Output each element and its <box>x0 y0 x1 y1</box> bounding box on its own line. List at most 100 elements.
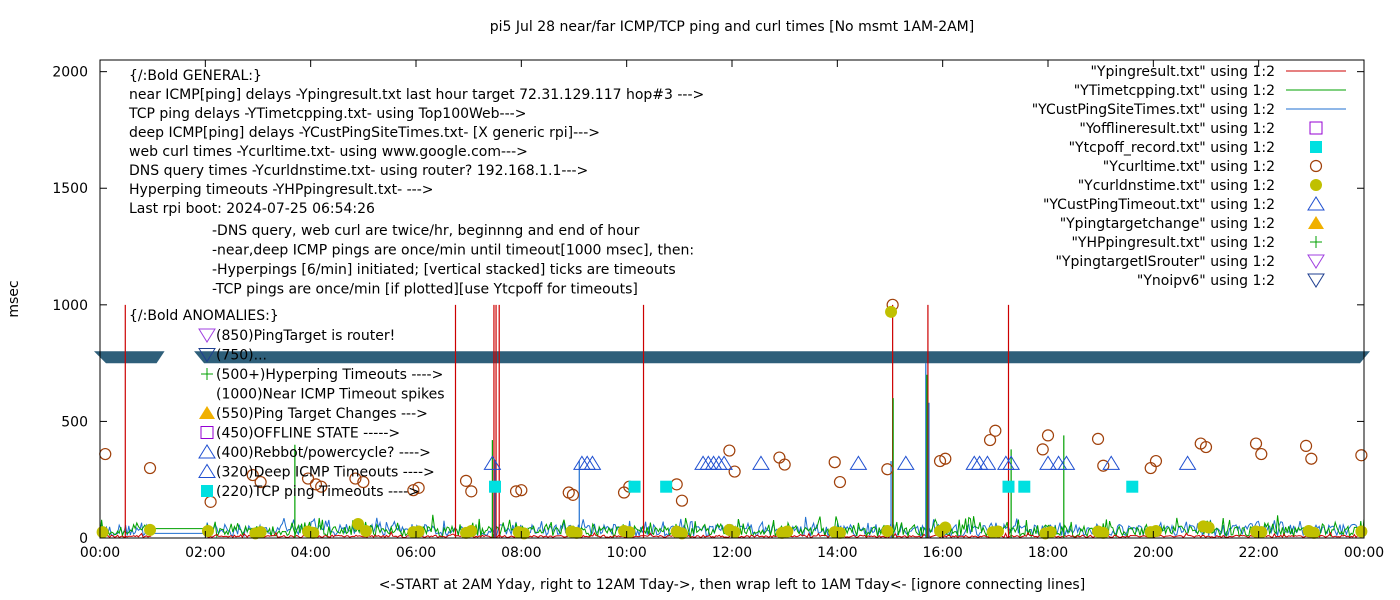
deep-timeout-point <box>709 455 728 470</box>
legend-marker <box>1310 141 1322 153</box>
curltime-point <box>1199 440 1213 454</box>
annotation-line: Hyperping timeouts -YHPpingresult.txt- -… <box>129 182 434 198</box>
curltime-point <box>778 458 791 471</box>
curltime-point <box>723 444 736 457</box>
curltime-point <box>309 478 323 491</box>
tcp-timeout-point <box>628 480 641 493</box>
anomaly-label: (750)... <box>216 348 267 364</box>
legend-label: "YCustPingSiteTimes.txt" using 1:2 <box>1032 102 1275 118</box>
deep-timeout-point <box>573 455 591 470</box>
dnstime-point <box>1202 521 1215 534</box>
deep-timeout-point <box>483 455 502 470</box>
x-tick-label: 20:00 <box>1133 545 1173 561</box>
x-axis-label: <-START at 2AM Yday, right to 12AM Tday-… <box>379 577 1085 593</box>
x-tick-label: 08:00 <box>501 545 541 561</box>
dnstime-point <box>1044 526 1057 539</box>
note-line: -near,deep ICMP pings are once/min until… <box>212 243 694 259</box>
note-line: -TCP pings are once/min [if plotted][use… <box>212 282 638 298</box>
curltime-point <box>828 456 841 469</box>
dnstime-point <box>307 526 320 539</box>
annotation-line: DNS query times -Ycurldnstime.txt- using… <box>129 163 588 179</box>
anomaly-label: (500+)Hyperping Timeouts ----> <box>216 367 443 383</box>
annotation-line: deep ICMP[ping] delays -YCustPingSiteTim… <box>129 125 600 141</box>
curltime-point <box>459 474 473 487</box>
legend-marker <box>1308 216 1324 229</box>
legend-marker <box>1309 159 1323 173</box>
curltime-point <box>1144 461 1157 475</box>
anomaly-label: (1000)Near ICMP Timeout spikes <box>216 387 445 403</box>
curltime-point <box>1149 454 1163 468</box>
deep-timeout-point <box>965 455 984 470</box>
annotation-line: near ICMP[ping] delays -Ypingresult.txt … <box>129 87 704 103</box>
curltime-point <box>509 485 523 498</box>
curltime-point <box>562 486 575 499</box>
deep-timeout-point <box>1002 455 1021 470</box>
legend-label: "Ycurldnstime.txt" using 1:2 <box>1078 178 1275 194</box>
legend-label: "Ytcpoff_record.txt" using 1:2 <box>1069 140 1275 156</box>
deep-timeout-point <box>752 455 770 470</box>
anomaly-marker <box>198 348 216 363</box>
anomaly-marker <box>201 368 213 380</box>
curltime-point <box>1299 439 1313 452</box>
dnstime-point <box>885 305 898 318</box>
deep-timeout-point <box>715 455 733 470</box>
legend-label: "Ycurltime.txt" using 1:2 <box>1103 159 1275 175</box>
curltime-point <box>773 451 786 464</box>
curltime-point <box>983 433 997 447</box>
dnstime-point <box>833 526 846 539</box>
tcp-timeout-point <box>1126 480 1139 493</box>
x-tick-label: 04:00 <box>290 545 330 561</box>
legend-label: "Ynoipv6" using 1:2 <box>1137 273 1275 289</box>
annotation-line: {/:Bold GENERAL:} <box>129 68 262 84</box>
curltime-point <box>1305 452 1318 465</box>
dnstime-point <box>412 525 425 538</box>
anomaly-marker <box>201 485 213 497</box>
dnstime-point <box>144 523 157 536</box>
deep-timeout-point <box>849 455 868 470</box>
dnstime-point <box>465 525 478 538</box>
deep-timeout-point <box>704 455 723 470</box>
deep-timeout-point <box>978 455 997 470</box>
curltime-point <box>728 465 741 478</box>
x-tick-label: 12:00 <box>712 545 752 561</box>
deep-timeout-point <box>1102 455 1121 470</box>
axes-group: 00:00 02:00 04:00 06:00 08:00 10:00 12:00 14:00… <box>52 60 1384 561</box>
anomaly-marker <box>198 444 216 459</box>
deep-timeout-point <box>1178 455 1197 470</box>
y-tick-label: 1000 <box>52 298 88 314</box>
curltime-point <box>254 475 267 489</box>
curltime-point <box>1249 437 1263 450</box>
anomalies-title: {/:Bold ANOMALIES:} <box>129 308 279 324</box>
dnstime-point <box>254 526 267 539</box>
curltime-point <box>939 452 952 465</box>
note-line: -DNS query, web curl are twice/hr, begin… <box>212 223 640 239</box>
curltime-point <box>407 484 420 497</box>
legend: "Ypingresult.txt" using 1:2 "YTimetcpping… <box>1032 64 1346 289</box>
legend-label: "YHPpingresult.txt" using 1:2 <box>1071 235 1275 251</box>
annotation-line: web curl times -Ycurltime.txt- using www… <box>129 144 528 160</box>
noipv6-band-group <box>94 351 1371 364</box>
dnstime-point <box>359 525 372 538</box>
curltime-point <box>315 480 328 493</box>
anomaly-label: (850)PingTarget is router! <box>216 328 395 344</box>
anomalies-block: {/:Bold ANOMALIES:} (850)PingTarget is ro… <box>129 308 445 500</box>
curltime-point <box>933 454 947 468</box>
deep-timeout-point <box>699 455 718 470</box>
curltime-point <box>357 475 370 489</box>
anomaly-marker <box>199 406 215 419</box>
anomaly-label: (320)Deep ICMP Timeouts ----> <box>216 465 435 481</box>
x-tick-label: 02:00 <box>185 545 225 561</box>
x-tick-label: 18:00 <box>1028 545 1068 561</box>
x-tick-label: 00:00 <box>80 545 120 561</box>
curltime-point <box>1036 443 1049 456</box>
legend-label: "Ypingresult.txt" using 1:2 <box>1090 64 1275 80</box>
annotation-line: Last rpi boot: 2024-07-25 06:54:26 <box>129 201 375 217</box>
tcp-timeout-point <box>660 480 673 493</box>
dnstime-point <box>939 521 952 534</box>
annotation-block: {/:Bold GENERAL:} near ICMP[ping] delays … <box>128 68 704 217</box>
curltime-point <box>143 461 157 475</box>
deep-timeout-point <box>694 455 712 470</box>
curltime-point <box>833 475 847 489</box>
anomaly-label: (220)TCP ping Timeouts ----> <box>216 484 420 500</box>
dnstime-point <box>728 526 741 539</box>
